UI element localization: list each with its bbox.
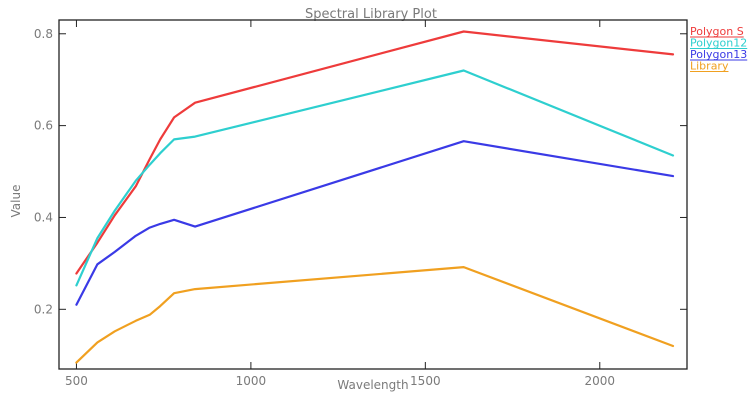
- y-axis-label: Value: [9, 185, 23, 218]
- y-tick-label: 0.4: [34, 210, 53, 224]
- y-tick-label: 0.8: [34, 27, 53, 41]
- legend-entry-polygon-s: Polygon S: [690, 25, 744, 38]
- chart-title: Spectral Library Plot: [305, 7, 437, 22]
- x-tick-label: 1000: [236, 374, 267, 388]
- y-tick-label: 0.6: [34, 119, 53, 133]
- x-tick-label: 1500: [410, 374, 441, 388]
- y-tick-label: 0.2: [34, 302, 53, 316]
- x-axis-label: Wavelength: [337, 378, 408, 392]
- x-tick-label: 2000: [585, 374, 616, 388]
- series-line-polygon13: [75, 140, 675, 306]
- plot-area-frame: [58, 19, 688, 370]
- series-line-polygon-s: [75, 30, 675, 275]
- series-layer: [75, 30, 675, 364]
- series-line-polygon12: [75, 69, 675, 287]
- legend-entry-polygon12: Polygon12: [690, 37, 747, 50]
- legend-entry-polygon13: Polygon13: [690, 48, 747, 61]
- axis-ticks: 500 1000 1500 2000 0.2 0.4 0.6 0.8: [34, 20, 687, 388]
- legend-entry-library: Library: [690, 60, 729, 73]
- x-tick-label: 500: [65, 374, 88, 388]
- series-line-library: [75, 266, 675, 364]
